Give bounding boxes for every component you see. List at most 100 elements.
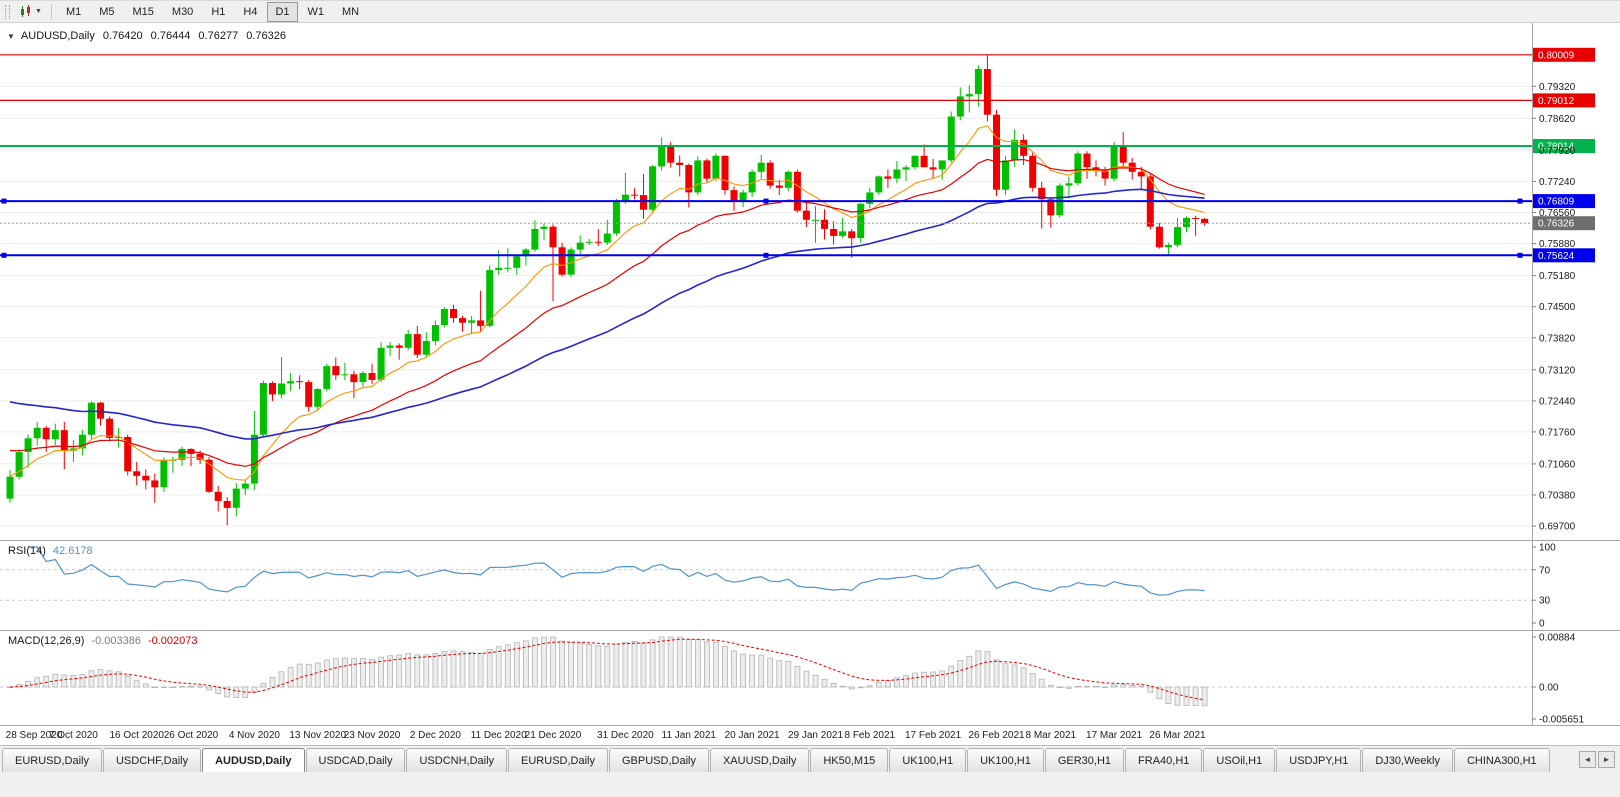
date-axis-label: 26 Feb 2021 bbox=[968, 730, 1025, 741]
timeframe-button-m1[interactable]: M1 bbox=[65, 5, 82, 18]
macd-histogram-bar bbox=[803, 670, 810, 688]
price-axis[interactable]: 0.79320 0.78620 0.77920 0.77240 0.76560 0.758… bbox=[1532, 82, 1584, 726]
chart-tab-uk100-h1[interactable]: UK100,H1 bbox=[889, 748, 967, 772]
candle bbox=[621, 172, 629, 204]
chart-tab-dj30-weekly[interactable]: DJ30,Weekly bbox=[1362, 748, 1453, 772]
timeframe-button-d1[interactable]: D1 bbox=[267, 1, 298, 22]
candle-body bbox=[766, 162, 774, 186]
candle bbox=[839, 218, 847, 239]
candle bbox=[24, 434, 32, 468]
candle bbox=[214, 485, 222, 512]
ohlc-low-value: 0.76277 bbox=[198, 30, 239, 42]
candle bbox=[866, 187, 874, 209]
timeframe-button-h4[interactable]: H4 bbox=[243, 5, 258, 18]
macd-histogram-bar bbox=[369, 659, 375, 688]
tabs-scroll-right-button[interactable]: ► bbox=[1598, 751, 1615, 768]
candle-body bbox=[1029, 155, 1037, 188]
macd-histogram-bar bbox=[577, 642, 584, 688]
candle-body bbox=[658, 146, 666, 167]
chart-type-button[interactable]: ▼ bbox=[15, 3, 46, 20]
horizontal-level-line[interactable]: 0.76809 bbox=[0, 194, 1595, 209]
price-axis-label: 0.72440 bbox=[1539, 396, 1576, 407]
ohlc-high-value: 0.76444 bbox=[150, 30, 191, 42]
macd-histogram-bar bbox=[586, 644, 593, 688]
price-tag-label: 0.80009 bbox=[1538, 50, 1575, 61]
chart-tab-china300-h1[interactable]: CHINA300,H1 bbox=[1453, 748, 1550, 772]
candle bbox=[540, 223, 548, 241]
candle-body bbox=[576, 242, 584, 250]
chart-tab-audusd-daily[interactable]: AUDUSD,Daily bbox=[202, 748, 305, 772]
candle-body bbox=[640, 195, 647, 210]
candle bbox=[314, 388, 322, 411]
macd-histogram-bar bbox=[188, 685, 194, 688]
date-axis-label: 4 Nov 2020 bbox=[229, 730, 281, 741]
candle-body bbox=[359, 373, 367, 383]
horizontal-level-line[interactable]: 0.79012 bbox=[0, 93, 1595, 108]
candle bbox=[884, 169, 892, 188]
timeframe-button-h1[interactable]: H1 bbox=[211, 5, 226, 18]
macd-histogram-bar bbox=[341, 657, 348, 688]
timeframe-button-m5[interactable]: M5 bbox=[99, 5, 115, 18]
candle-body bbox=[377, 347, 385, 380]
macd-histogram-bar bbox=[776, 660, 783, 688]
timeframe-button-w1[interactable]: W1 bbox=[307, 5, 325, 18]
candle bbox=[549, 224, 557, 302]
chart-tab-usdcnh-daily[interactable]: USDCNH,Daily bbox=[406, 748, 508, 772]
candle-body bbox=[486, 270, 494, 326]
chart-tab-fra40-h1[interactable]: FRA40,H1 bbox=[1125, 748, 1203, 772]
candle-body bbox=[739, 192, 747, 202]
candle bbox=[241, 479, 249, 495]
tabs-scroll-left-button[interactable]: ◄ bbox=[1579, 751, 1596, 768]
macd-histogram-bar bbox=[459, 651, 466, 688]
macd-histogram-bar bbox=[260, 683, 267, 688]
chart-tab-ger30-h1[interactable]: GER30,H1 bbox=[1044, 748, 1125, 772]
line-drag-handle[interactable] bbox=[1, 198, 7, 204]
line-drag-handle[interactable] bbox=[1517, 198, 1523, 204]
chart-tab-uk100-h1[interactable]: UK100,H1 bbox=[967, 748, 1044, 772]
horizontal-level-line[interactable]: 0.80009 bbox=[0, 47, 1595, 62]
macd-histogram-bar bbox=[387, 655, 394, 688]
candle-body bbox=[603, 233, 611, 243]
chart-tab-xauusd-daily[interactable]: XAUUSD,Daily bbox=[709, 748, 810, 772]
line-drag-handle[interactable] bbox=[1, 252, 7, 258]
line-drag-handle[interactable] bbox=[1517, 252, 1523, 258]
candle-body bbox=[866, 192, 874, 204]
candle-body bbox=[404, 334, 412, 348]
chart-tab-eurusd-daily[interactable]: EURUSD,Daily bbox=[508, 748, 608, 772]
macd-histogram-bar bbox=[423, 654, 430, 688]
candle-body bbox=[468, 320, 476, 323]
one-click-trading-toggle[interactable]: ▼ bbox=[7, 31, 15, 41]
macd-histogram-bar bbox=[296, 663, 303, 688]
candle-body bbox=[278, 383, 285, 395]
timeframe-button-m30[interactable]: M30 bbox=[171, 5, 194, 18]
toolbar-grip[interactable] bbox=[5, 4, 10, 19]
timeframe-button-m15[interactable]: M15 bbox=[132, 5, 154, 18]
chart-tab-hk50-m15[interactable]: HK50,M15 bbox=[810, 748, 889, 772]
macd-histogram-bar bbox=[142, 683, 149, 688]
candle-body bbox=[241, 483, 249, 489]
line-drag-handle[interactable] bbox=[763, 198, 769, 204]
candle-body bbox=[431, 325, 439, 341]
horizontal-level-line[interactable]: 0.75624 bbox=[0, 248, 1595, 263]
timeframe-button-mn[interactable]: MN bbox=[342, 5, 360, 18]
line-drag-handle[interactable] bbox=[763, 252, 769, 258]
macd-histogram-bar bbox=[1147, 686, 1154, 693]
macd-histogram-bar bbox=[432, 653, 439, 688]
macd-histogram-bar bbox=[821, 678, 828, 688]
chart-tab-eurusd-daily[interactable]: EURUSD,Daily bbox=[2, 748, 102, 772]
macd-histogram-bar bbox=[613, 643, 620, 688]
chart-tab-usoil-h1[interactable]: USOil,H1 bbox=[1203, 748, 1276, 772]
macd-histogram-bar bbox=[550, 636, 556, 688]
chart-tab-usdjpy-h1[interactable]: USDJPY,H1 bbox=[1276, 748, 1362, 772]
candle-body bbox=[151, 480, 159, 488]
chart-canvas[interactable]: 0.80009 0.79012 0.78014 0.76809 0.75624 0.763… bbox=[0, 23, 1620, 745]
horizontal-level-line[interactable]: 0.78014 bbox=[0, 139, 1595, 153]
macd-histogram-bar bbox=[875, 682, 882, 688]
price-axis-label: 0.76560 bbox=[1539, 208, 1576, 219]
chart-tab-gbpusd-daily[interactable]: GBPUSD,Daily bbox=[609, 748, 709, 772]
candle-body bbox=[685, 165, 693, 193]
chart-tab-usdcad-daily[interactable]: USDCAD,Daily bbox=[305, 748, 406, 772]
chart-tab-usdchf-daily[interactable]: USDCHF,Daily bbox=[102, 748, 202, 772]
candle-body bbox=[631, 194, 638, 196]
